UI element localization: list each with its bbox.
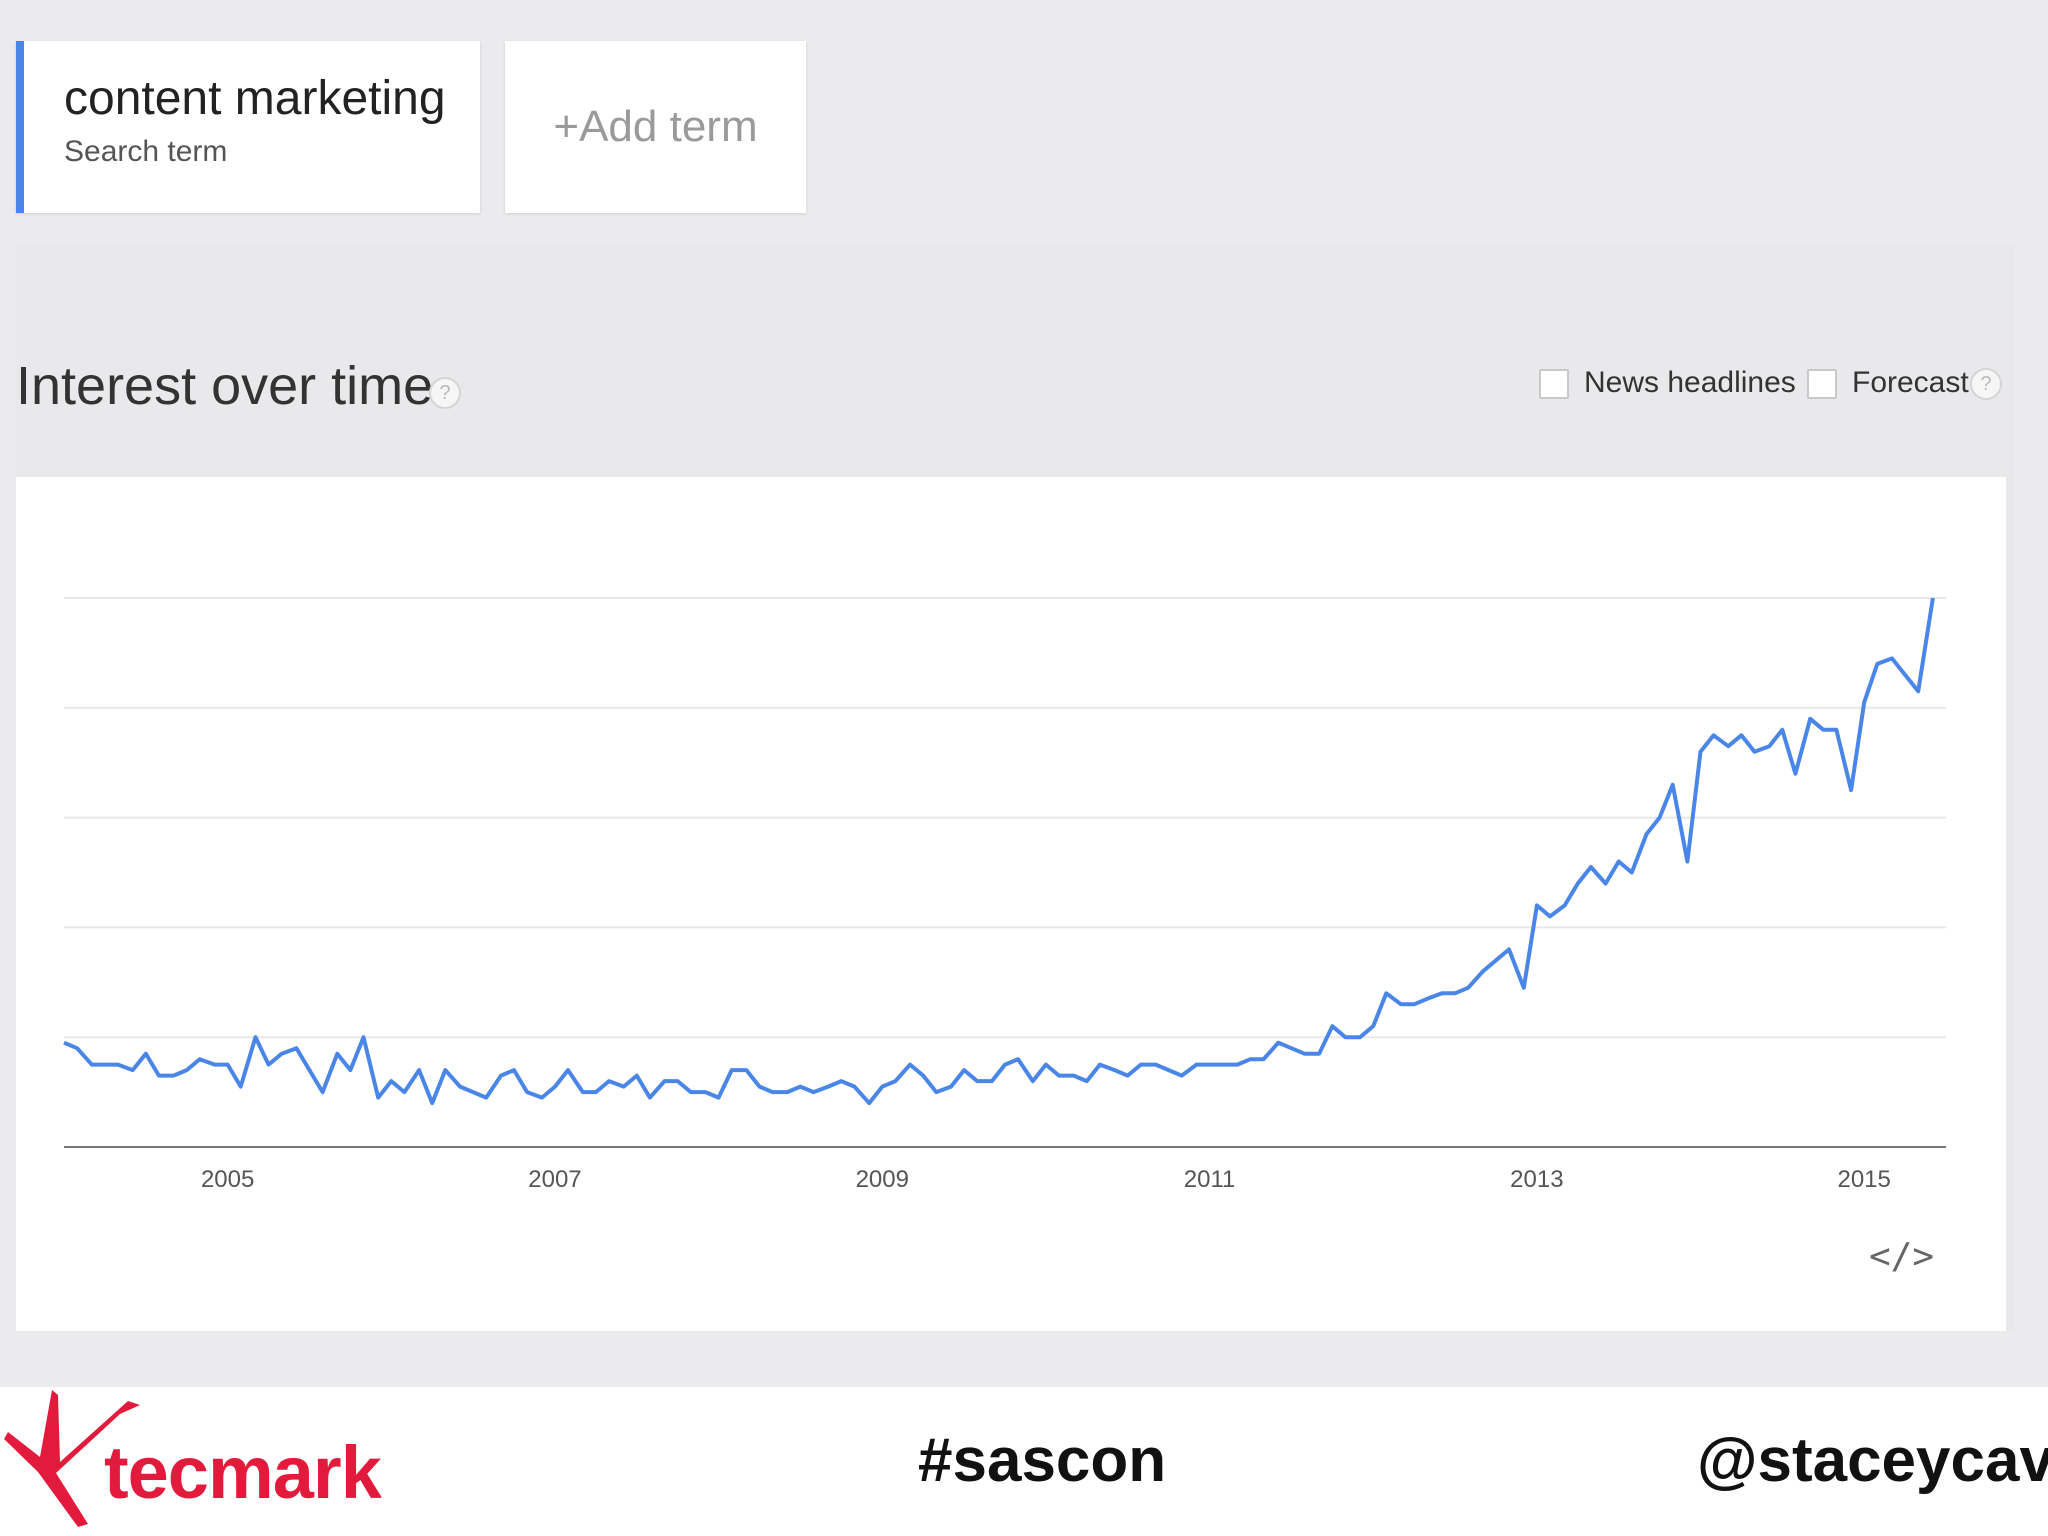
add-term-button[interactable]: +Add term: [505, 41, 806, 213]
x-tick-label-2011: 2011: [1184, 1166, 1236, 1193]
tecmark-logo-icon: [4, 1390, 140, 1527]
help-icon[interactable]: ?: [429, 377, 461, 409]
x-tick-label-2005: 2005: [201, 1166, 254, 1193]
code-embed-icon[interactable]: </>: [1869, 1236, 1935, 1277]
series-line-1: [63, 597, 1935, 1106]
forecast-checkbox[interactable]: [1807, 369, 1837, 399]
search-term-title: content marketing: [64, 72, 446, 125]
section-title: Interest over time: [16, 356, 434, 416]
news-headlines-label: News headlines: [1584, 366, 1796, 399]
x-tick-label-2013: 2013: [1510, 1166, 1563, 1193]
x-tick-label-2007: 2007: [528, 1166, 581, 1193]
logo-text: tecmark: [104, 1431, 382, 1514]
chart-card: 2005 2007 2009 2011 2013 2015: [16, 477, 2006, 1331]
forecast-label: Forecast: [1852, 366, 1969, 399]
twitter-handle: @staceycav: [1697, 1426, 2048, 1495]
interest-chart: 2005 2007 2009 2011 2013 2015: [63, 597, 1946, 1193]
search-term-card[interactable]: content marketing Search term: [16, 41, 480, 213]
search-term-subtitle: Search term: [64, 135, 228, 168]
news-headlines-checkbox[interactable]: [1539, 369, 1569, 399]
x-tick-label-2015: 2015: [1837, 1166, 1890, 1193]
hashtag: #sascon: [918, 1426, 1167, 1495]
x-tick-label-2009: 2009: [856, 1166, 909, 1193]
footer: [0, 1387, 2048, 1536]
add-term-label: +Add term: [553, 102, 758, 151]
forecast-help-icon[interactable]: ?: [1970, 368, 2002, 400]
